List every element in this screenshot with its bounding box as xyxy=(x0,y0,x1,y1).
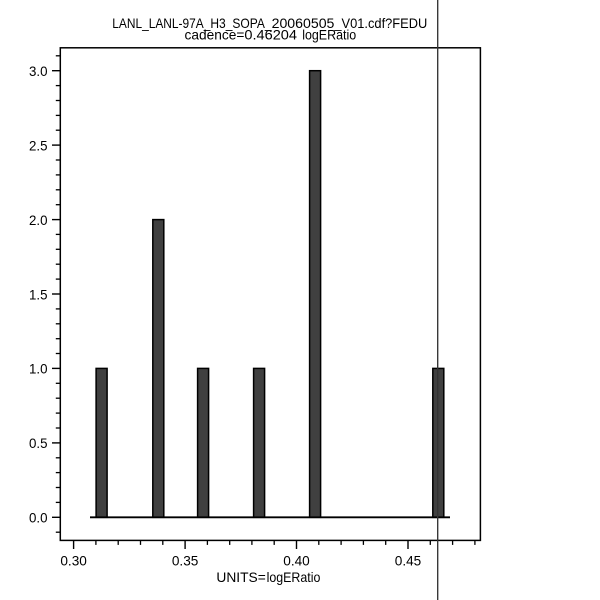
svg-text:0.40: 0.40 xyxy=(283,552,310,568)
svg-text:0.30: 0.30 xyxy=(60,552,87,568)
svg-text:0.5: 0.5 xyxy=(29,435,48,451)
svg-text:2.0: 2.0 xyxy=(29,212,48,228)
svg-text:2.5: 2.5 xyxy=(29,137,48,153)
svg-text:logERatio: logERatio xyxy=(267,569,321,585)
svg-text:0.0: 0.0 xyxy=(29,510,48,526)
svg-text:_V01.cdf?FEDU: _V01.cdf?FEDU xyxy=(333,15,427,31)
svg-text:cadence=: cadence= xyxy=(185,27,245,43)
svg-text:1.5: 1.5 xyxy=(29,286,48,302)
svg-text:3.0: 3.0 xyxy=(29,63,48,79)
svg-text:logERatio: logERatio xyxy=(302,27,356,43)
svg-text:LANL_LANL-97A: LANL_LANL-97A xyxy=(112,15,204,31)
svg-text:UNITS=: UNITS= xyxy=(216,569,265,585)
svg-text:1.0: 1.0 xyxy=(29,361,48,377)
svg-text:_H3_SOPA_: _H3_SOPA_ xyxy=(203,15,272,31)
svg-text:0.35: 0.35 xyxy=(172,552,199,568)
svg-text:0.46204: 0.46204 xyxy=(244,27,297,43)
svg-text:0.45: 0.45 xyxy=(395,552,422,568)
svg-text:20060505: 20060505 xyxy=(272,15,335,31)
